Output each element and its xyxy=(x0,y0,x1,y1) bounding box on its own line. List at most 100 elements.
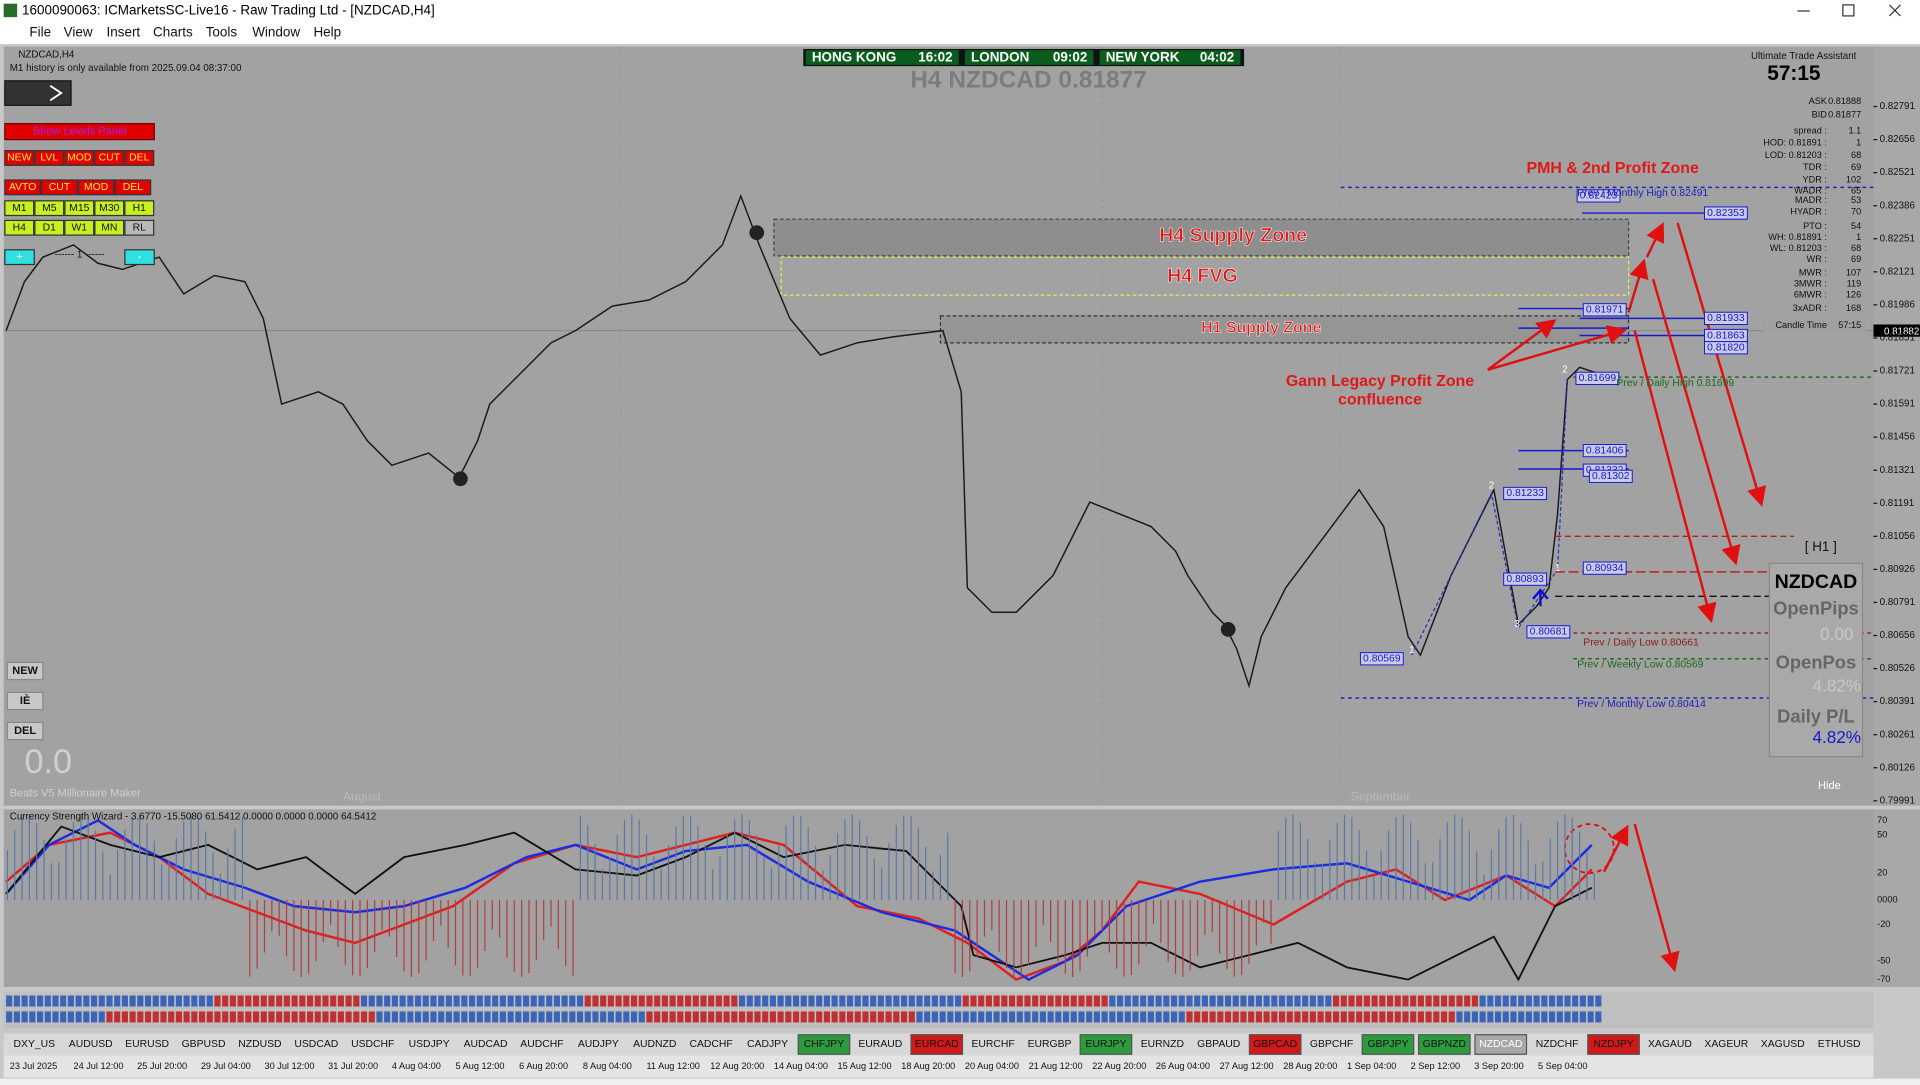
tool-button[interactable] xyxy=(114,179,152,196)
symbol-tab[interactable]: EURUSD xyxy=(125,1039,169,1050)
tool-button[interactable] xyxy=(41,179,78,196)
menu-item[interactable]: Charts xyxy=(153,25,193,40)
symbol-tab[interactable]: GBPCAD xyxy=(1253,1039,1297,1050)
symbol-tab[interactable]: EURCAD xyxy=(915,1039,959,1050)
strength-cell xyxy=(492,995,499,1007)
tool-button[interactable] xyxy=(124,219,155,236)
strength-cell xyxy=(646,1011,653,1023)
minus-button[interactable] xyxy=(124,249,155,266)
strength-cell xyxy=(1471,995,1478,1007)
symbol-tab[interactable]: XAGAUD xyxy=(1648,1039,1692,1050)
symbol-tab[interactable]: XAGEUR xyxy=(1704,1039,1748,1050)
plus-button[interactable] xyxy=(4,249,35,266)
strength-cell xyxy=(453,995,460,1007)
window-controls[interactable] xyxy=(1797,4,1901,17)
h1-label: [ H1 ] xyxy=(1805,539,1837,554)
tool-button[interactable] xyxy=(34,219,65,236)
strength-cell xyxy=(1425,1011,1432,1023)
tool-button[interactable] xyxy=(94,150,125,166)
tool-button[interactable] xyxy=(4,200,35,217)
menu-item[interactable]: File xyxy=(29,25,51,40)
symbol-tab[interactable]: EURAUD xyxy=(858,1039,902,1050)
tool-button[interactable] xyxy=(77,179,115,196)
symbol-tab[interactable]: CADJPY xyxy=(747,1039,788,1050)
tool-button[interactable] xyxy=(94,219,125,236)
symbol-tab[interactable]: DXY_US xyxy=(14,1039,56,1050)
h4-supply-zone xyxy=(773,218,1630,257)
tool-button[interactable] xyxy=(34,150,65,166)
tool-button[interactable] xyxy=(4,150,35,166)
indicator-area xyxy=(3,809,1874,987)
side-button[interactable] xyxy=(6,661,44,681)
symbol-tab[interactable]: GBPNZD xyxy=(1423,1039,1466,1050)
symbol-tab[interactable]: GBPJPY xyxy=(1367,1039,1408,1050)
side-button[interactable] xyxy=(6,691,44,711)
tool-button[interactable] xyxy=(124,150,155,166)
strength-cell xyxy=(330,1011,337,1023)
menu-item[interactable]: Tools xyxy=(206,25,238,40)
menu-item[interactable]: Help xyxy=(313,25,341,40)
symbol-tab[interactable]: AUDCAD xyxy=(464,1039,508,1050)
strength-cell xyxy=(715,1011,722,1023)
axis-label: 0.80126 xyxy=(1880,762,1916,773)
indicator-name: Beats V5 Millionaire Maker xyxy=(10,787,141,799)
strength-cell xyxy=(1001,995,1008,1007)
strength-cell xyxy=(1595,1011,1602,1023)
symbol-tab[interactable]: ETHUSD xyxy=(1818,1039,1861,1050)
symbol-tab[interactable]: GBPCHF xyxy=(1310,1039,1353,1050)
symbol-tab[interactable]: NZDJPY xyxy=(1593,1039,1633,1050)
strength-cell xyxy=(1070,1011,1077,1023)
level-box xyxy=(1704,341,1748,355)
symbol-tab[interactable]: EURJPY xyxy=(1085,1039,1126,1050)
symbol-tab[interactable]: USDCHF xyxy=(351,1039,394,1050)
side-button[interactable] xyxy=(6,721,44,741)
symbol-tab[interactable]: AUDCHF xyxy=(520,1039,563,1050)
strength-cell xyxy=(669,1011,676,1023)
strength-cell xyxy=(314,1011,321,1023)
level-label: 0.80934 xyxy=(1586,563,1624,574)
menu-item[interactable]: Window xyxy=(252,25,300,40)
tool-button[interactable] xyxy=(64,150,95,166)
axis-label: 0.82656 xyxy=(1880,134,1916,145)
tool-button[interactable] xyxy=(4,179,42,196)
symbol-tab[interactable]: EURNZD xyxy=(1141,1039,1184,1050)
hide-button[interactable]: Hide xyxy=(1818,780,1841,792)
symbol-tab[interactable]: CADCHF xyxy=(689,1039,732,1050)
strength-cell xyxy=(754,995,761,1007)
symbol-tab[interactable]: XAGUSD xyxy=(1761,1039,1805,1050)
symbol-tab[interactable]: USDJPY xyxy=(409,1039,450,1050)
strength-cell xyxy=(1248,995,1255,1007)
symbol-tab[interactable]: NZDUSD xyxy=(238,1039,281,1050)
symbol-tab[interactable]: USDCAD xyxy=(294,1039,338,1050)
tool-button[interactable] xyxy=(34,200,65,217)
symbol-tab[interactable]: EURCHF xyxy=(971,1039,1014,1050)
strength-cell xyxy=(1194,1011,1201,1023)
symbol-tab[interactable]: EURGBP xyxy=(1028,1039,1072,1050)
menu-item[interactable]: Insert xyxy=(107,25,141,40)
strength-cell xyxy=(306,995,314,1007)
menu-item[interactable]: View xyxy=(64,25,93,40)
tool-button[interactable] xyxy=(64,219,95,236)
tool-button[interactable] xyxy=(94,200,125,217)
date-label: 29 Jul 04:00 xyxy=(201,1061,251,1071)
tool-button[interactable] xyxy=(64,200,95,217)
symbol-tab[interactable]: AUDNZD xyxy=(633,1039,676,1050)
tool-button[interactable] xyxy=(4,219,35,236)
symbol-tab[interactable]: NZDCHF xyxy=(1536,1039,1579,1050)
date-label: 15 Aug 12:00 xyxy=(838,1061,892,1071)
tool-button[interactable] xyxy=(124,200,155,217)
strength-cell xyxy=(800,1011,807,1023)
strength-cell xyxy=(1332,1011,1340,1023)
trade-panel xyxy=(1768,562,1864,758)
strength-cell xyxy=(168,1011,175,1023)
strength-cell xyxy=(36,1011,44,1023)
date-label: 31 Jul 20:00 xyxy=(328,1061,378,1071)
show-levels-button[interactable] xyxy=(4,123,155,141)
symbol-tab[interactable]: AUDJPY xyxy=(578,1039,619,1050)
strength-cell xyxy=(1055,995,1062,1007)
symbol-tab[interactable]: CHFJPY xyxy=(804,1039,844,1050)
symbol-tab[interactable]: AUDUSD xyxy=(69,1039,113,1050)
symbol-tab[interactable]: GBPAUD xyxy=(1197,1039,1240,1050)
symbol-tab[interactable]: GBPUSD xyxy=(182,1039,226,1050)
symbol-tab[interactable]: NZDCAD xyxy=(1479,1039,1522,1050)
